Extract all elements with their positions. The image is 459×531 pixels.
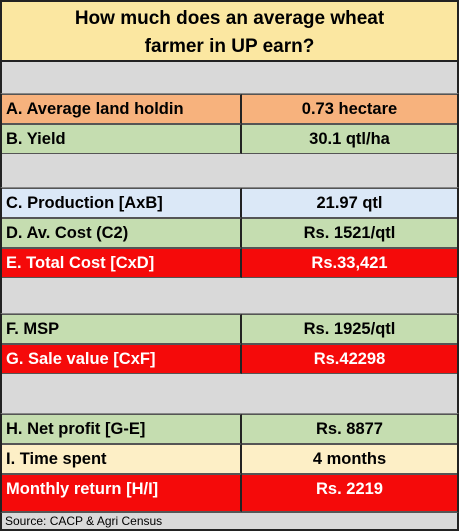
spacer-row — [0, 154, 459, 188]
spacer-row — [0, 278, 459, 314]
spacer-row — [0, 62, 459, 94]
table-row: D. Av. Cost (C2) Rs. 1521/qtl — [0, 218, 459, 248]
row-label-monthly-return: Monthly return [H/I] — [2, 474, 242, 512]
table-row: A. Average land holdin 0.73 hectare — [0, 94, 459, 124]
row-label-net-profit: H. Net profit [G-E] — [2, 414, 242, 444]
table-title: How much does an average wheat farmer in… — [0, 0, 459, 62]
row-value-sale-value: Rs.42298 — [242, 344, 457, 374]
table-row: Monthly return [H/I] Rs. 2219 — [0, 474, 459, 512]
row-label-time-spent: I. Time spent — [2, 444, 242, 474]
row-label-land-holding: A. Average land holdin — [2, 94, 242, 124]
row-label-production: C. Production [AxB] — [2, 188, 242, 218]
table-row: F. MSP Rs. 1925/qtl — [0, 314, 459, 344]
row-label-sale-value: G. Sale value [CxF] — [2, 344, 242, 374]
title-line-1: How much does an average wheat — [74, 8, 385, 29]
row-value-total-cost: Rs.33,421 — [242, 248, 457, 278]
row-value-net-profit: Rs. 8877 — [242, 414, 457, 444]
row-value-msp: Rs. 1925/qtl — [242, 314, 457, 344]
row-label-yield: B. Yield — [2, 124, 242, 154]
table-row: B. Yield 30.1 qtl/ha — [0, 124, 459, 154]
row-value-time-spent: 4 months — [242, 444, 457, 474]
table-row: H. Net profit [G-E] Rs. 8877 — [0, 414, 459, 444]
table-row: I. Time spent 4 months — [0, 444, 459, 474]
source-note: Source: CACP & Agri Census — [0, 512, 459, 531]
table-row: G. Sale value [CxF] Rs.42298 — [0, 344, 459, 374]
row-value-monthly-return: Rs. 2219 — [242, 474, 457, 512]
spacer-row — [0, 374, 459, 414]
row-label-msp: F. MSP — [2, 314, 242, 344]
row-label-av-cost: D. Av. Cost (C2) — [2, 218, 242, 248]
row-value-land-holding: 0.73 hectare — [242, 94, 457, 124]
row-label-total-cost: E. Total Cost [CxD] — [2, 248, 242, 278]
title-line-2: farmer in UP earn? — [144, 36, 315, 57]
row-value-production: 21.97 qtl — [242, 188, 457, 218]
row-value-yield: 30.1 qtl/ha — [242, 124, 457, 154]
table-row: C. Production [AxB] 21.97 qtl — [0, 188, 459, 218]
row-value-av-cost: Rs. 1521/qtl — [242, 218, 457, 248]
table-row: E. Total Cost [CxD] Rs.33,421 — [0, 248, 459, 278]
